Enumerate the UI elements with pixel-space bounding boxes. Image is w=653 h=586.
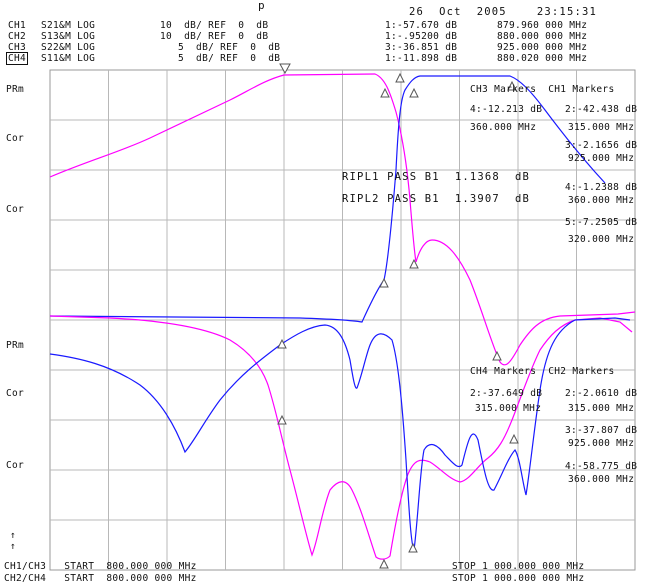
trace-ch1-magenta xyxy=(49,73,636,366)
marker-3-top[interactable] xyxy=(409,87,419,98)
marker-freq: 320.000 MHz xyxy=(568,234,635,245)
marker-readout: 4:-1.2388 dB xyxy=(565,182,638,193)
marker-readout: 3:-37.807 dB xyxy=(565,425,638,436)
panel-header: CH3 Markers CH1 Markers xyxy=(470,84,615,95)
channel-id[interactable]: CH1 xyxy=(8,20,27,31)
channel-param: S21&M LOG xyxy=(41,20,96,31)
marker-1-mid[interactable] xyxy=(277,338,287,349)
label-cor: Cor xyxy=(6,204,25,215)
marker-freq: 315.000 MHz xyxy=(568,403,635,414)
trace-ch4-blue xyxy=(49,317,631,552)
label-prm-bottom: PRm xyxy=(6,340,25,351)
marker-2-mid[interactable] xyxy=(379,277,389,288)
marker-3-mid[interactable] xyxy=(409,258,419,269)
label-cor: Cor xyxy=(6,460,25,471)
marker-readout: 4:-12.213 dB xyxy=(470,104,543,115)
marker-2-low[interactable] xyxy=(379,558,389,569)
channel-param: S22&M LOG xyxy=(41,42,96,53)
channel-id[interactable]: CH3 xyxy=(8,42,27,53)
marker-freq: 925.000 MHz xyxy=(568,153,635,164)
marker-freq: 880.020 000 MHz xyxy=(497,53,588,64)
trace-ch3-blue xyxy=(49,75,606,323)
marker-freq: 360.000 MHz xyxy=(470,122,537,133)
limit-test-result: RIPL2 PASS B1 1.3907 dB xyxy=(342,193,531,205)
marker-freq: 360.000 MHz xyxy=(568,474,635,485)
limit-test-result: RIPL1 PASS B1 1.1368 dB xyxy=(342,171,531,183)
channel-scale: 5 dB/ REF 0 dB xyxy=(178,42,281,53)
marker-readout: 2:-2.0610 dB xyxy=(565,388,638,399)
footer-start-ch1-ch3: CH1/CH3 START 800.000 000 MHz xyxy=(4,561,197,572)
label-cor: Cor xyxy=(6,133,25,144)
marker-2-top[interactable] xyxy=(380,87,390,98)
title-fragment: p xyxy=(258,0,267,12)
footer-stop-ch1-ch3: STOP 1 000.000 000 MHz xyxy=(452,561,585,572)
marker-freq: 315.000 MHz xyxy=(568,122,635,133)
marker-readout: 1:-.95200 dB xyxy=(385,31,458,42)
marker-readout: 2:-37.649 dB xyxy=(470,388,543,399)
marker-freq: 879.960 000 MHz xyxy=(497,20,588,31)
marker-freq: 315.000 MHz xyxy=(475,403,542,414)
marker-freq: 925.000 000 MHz xyxy=(497,42,588,53)
marker-freq: 360.000 MHz xyxy=(568,195,635,206)
arrow-up-icon: ↑ xyxy=(10,541,17,552)
marker-4-low[interactable] xyxy=(509,433,519,444)
marker-1-top[interactable] xyxy=(395,72,405,83)
label-cor: Cor xyxy=(6,388,25,399)
channel-param: S11&M LOG xyxy=(41,53,96,64)
marker-readout: 3:-36.851 dB xyxy=(385,42,458,53)
channel-scale: 10 dB/ REF 0 dB xyxy=(160,31,269,42)
footer-start-ch2-ch4: CH2/CH4 START 800.000 000 MHz xyxy=(4,573,197,584)
marker-readout: 1:-57.670 dB xyxy=(385,20,458,31)
trace-ch2-magenta xyxy=(49,315,633,560)
marker-4-top[interactable] xyxy=(507,80,517,91)
marker-triangles xyxy=(277,63,519,569)
marker-readout: 5:-7.2505 dB xyxy=(565,217,638,228)
marker-readout: 2:-42.438 dB xyxy=(565,104,638,115)
marker-3-low[interactable] xyxy=(408,542,418,553)
marker-readout: 3:-2.1656 dB xyxy=(565,140,638,151)
marker-freq: 925.000 MHz xyxy=(568,438,635,449)
marker-readout: 1:-11.898 dB xyxy=(385,53,458,64)
channel-scale: 10 dB/ REF 0 dB xyxy=(160,20,269,31)
plot-grid xyxy=(49,69,636,571)
channel-id-active[interactable]: CH4 xyxy=(6,52,29,65)
marker-freq: 880.000 000 MHz xyxy=(497,31,588,42)
marker-1-low[interactable] xyxy=(277,414,287,425)
channel-id[interactable]: CH2 xyxy=(8,31,27,42)
channel-param: S13&M LOG xyxy=(41,31,96,42)
marker-readout: 4:-58.775 dB xyxy=(565,461,638,472)
panel-header: CH4 Markers CH2 Markers xyxy=(470,366,615,377)
channel-scale: 5 dB/ REF 0 dB xyxy=(178,53,281,64)
footer-stop-ch2-ch4: STOP 1 000.000 000 MHz xyxy=(452,573,585,584)
label-prm-top: PRm xyxy=(6,84,25,95)
marker-3-ch4[interactable] xyxy=(492,350,502,361)
arrow-up-icon: ↑ xyxy=(10,530,17,541)
date-time: 26 Oct 2005 23:15:31 xyxy=(409,6,598,18)
ref-marker[interactable] xyxy=(279,63,291,75)
